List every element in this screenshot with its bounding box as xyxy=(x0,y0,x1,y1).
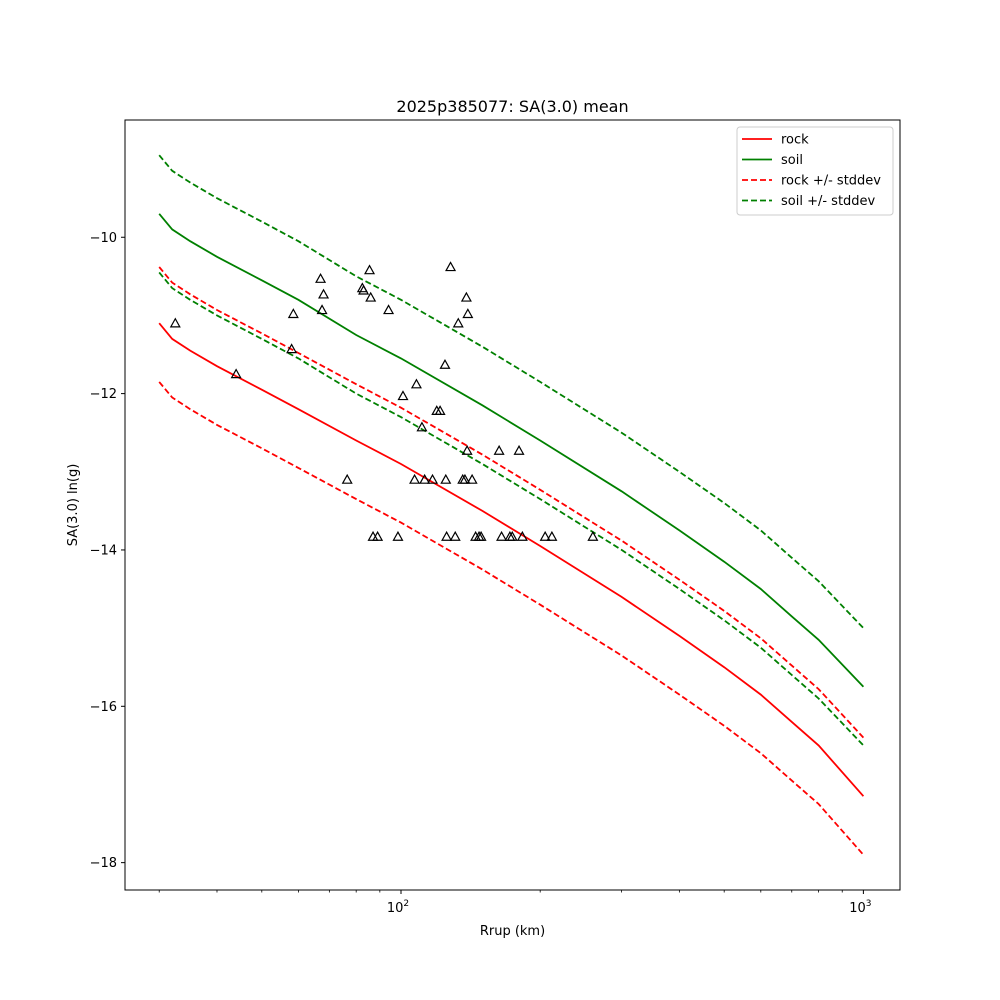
observation-point xyxy=(286,343,298,354)
observation-point xyxy=(439,358,451,369)
observation-point xyxy=(230,368,242,379)
observation-point xyxy=(449,530,461,541)
series-line-1 xyxy=(158,213,865,688)
observation-point xyxy=(372,530,384,541)
observation-point xyxy=(462,308,474,319)
observation-point xyxy=(466,473,478,484)
observation-point xyxy=(461,444,473,455)
series-line-5 xyxy=(158,271,865,747)
observation-point xyxy=(383,304,395,315)
observation-point xyxy=(416,421,428,432)
observation-point xyxy=(506,530,518,541)
y-tick-label: −10 xyxy=(90,231,117,246)
y-axis-label: SA(3.0) ln(g) xyxy=(66,464,81,547)
observation-point xyxy=(459,473,471,484)
observation-point xyxy=(445,261,457,272)
plot-frame xyxy=(124,119,901,891)
observation-point xyxy=(287,308,299,319)
observation-point xyxy=(318,288,330,299)
legend-box xyxy=(736,126,894,216)
observation-point xyxy=(427,473,439,484)
observation-point xyxy=(365,291,377,302)
legend: rock soil rock +/- stddev soil +/- stddev xyxy=(736,126,894,216)
observation-point xyxy=(364,264,376,275)
y-tick-label: −14 xyxy=(90,543,117,558)
series-line-2 xyxy=(158,266,865,739)
observation-point xyxy=(460,291,472,302)
y-tick-label: −12 xyxy=(90,387,117,402)
observation-point xyxy=(316,304,328,315)
observation-point xyxy=(587,530,599,541)
chart-title: 2025p385077: SA(3.0) mean xyxy=(396,97,628,116)
observation-point xyxy=(452,317,464,328)
observation-point xyxy=(546,530,558,541)
observation-point xyxy=(516,530,528,541)
observation-point xyxy=(441,530,453,541)
series-line-0 xyxy=(158,322,865,797)
observation-point xyxy=(409,473,421,484)
observation-point xyxy=(539,530,551,541)
series-line-4 xyxy=(158,154,865,629)
observation-point xyxy=(341,473,353,484)
observation-point xyxy=(496,530,508,541)
observation-point xyxy=(397,390,409,401)
y-tick-label: −16 xyxy=(90,700,117,715)
plot-area xyxy=(158,154,865,856)
observation-point xyxy=(315,272,327,283)
observation-point xyxy=(475,530,487,541)
observation-point xyxy=(513,444,525,455)
series-line-3 xyxy=(158,381,865,856)
observation-point xyxy=(358,284,370,295)
observation-point xyxy=(410,378,422,389)
y-tick-label: −18 xyxy=(90,856,117,871)
observation-point xyxy=(440,473,452,484)
observation-point xyxy=(434,405,446,416)
legend-label: rock +/- stddev xyxy=(781,174,881,189)
observation-point xyxy=(419,473,431,484)
legend-label: soil +/- stddev xyxy=(781,194,876,209)
legend-label: rock xyxy=(781,133,809,148)
observation-point xyxy=(392,530,404,541)
observation-point xyxy=(493,444,505,455)
x-axis-label: Rrup (km) xyxy=(480,924,545,939)
observation-point xyxy=(169,317,181,328)
legend-label: soil xyxy=(781,153,803,168)
